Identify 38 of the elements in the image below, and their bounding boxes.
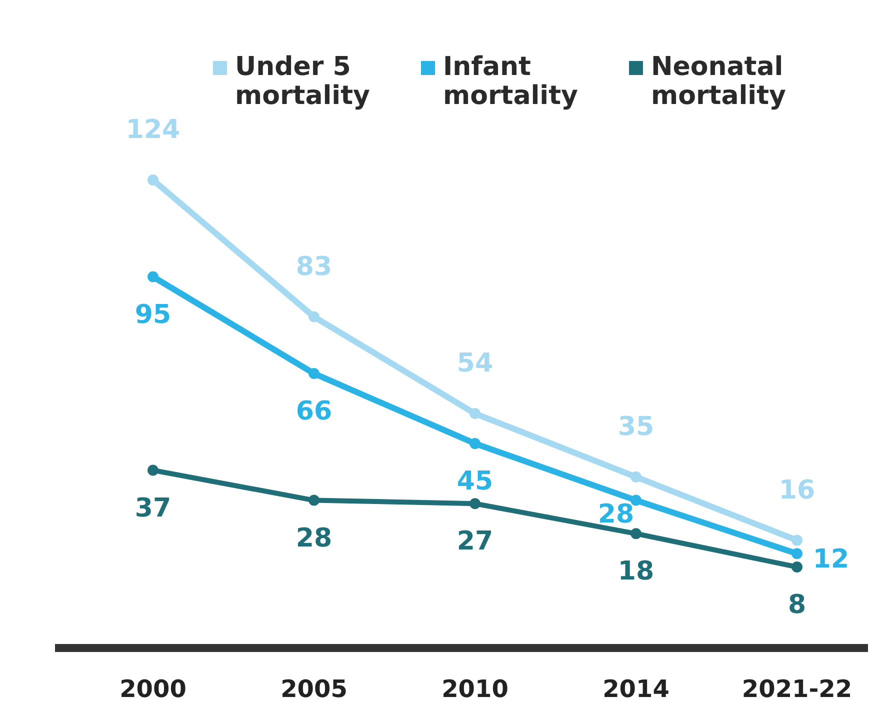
point <box>792 562 802 572</box>
point <box>308 311 320 322</box>
point <box>308 494 320 506</box>
point <box>630 528 642 540</box>
point <box>470 498 480 510</box>
data-label: 37 <box>134 493 172 524</box>
point <box>630 494 642 506</box>
data-label: 8 <box>788 590 806 620</box>
data-label: 28 <box>598 499 634 530</box>
point <box>148 174 158 186</box>
data-label: 66 <box>296 396 332 426</box>
x-tick-label: 2000 <box>120 675 186 704</box>
data-label: 54 <box>456 348 494 379</box>
legend-label: Under 5 mortality <box>235 52 371 111</box>
data-label: 35 <box>618 412 654 442</box>
legend-label: Neonatal mortality <box>651 52 787 111</box>
point <box>792 534 802 546</box>
data-label: 83 <box>296 252 332 282</box>
data-label: 27 <box>456 526 494 557</box>
point <box>148 464 158 476</box>
data-label: 124 <box>126 115 180 145</box>
data-label: 12 <box>812 544 850 575</box>
x-tick-label: 2005 <box>280 675 348 704</box>
point <box>308 368 320 379</box>
x-tick-label: 2014 <box>602 675 670 704</box>
data-label: 18 <box>618 556 654 587</box>
point <box>792 548 802 560</box>
x-tick-label: 2021-22 <box>742 675 852 704</box>
legend-label: Infant mortality <box>443 52 579 111</box>
data-label: 28 <box>296 523 332 554</box>
point <box>470 438 480 450</box>
point <box>148 271 158 282</box>
x-tick-label: 2010 <box>442 675 508 704</box>
data-label: 95 <box>134 300 172 330</box>
point <box>470 408 480 420</box>
point <box>630 471 642 482</box>
data-label: 16 <box>778 475 816 506</box>
data-label: 45 <box>456 466 494 497</box>
